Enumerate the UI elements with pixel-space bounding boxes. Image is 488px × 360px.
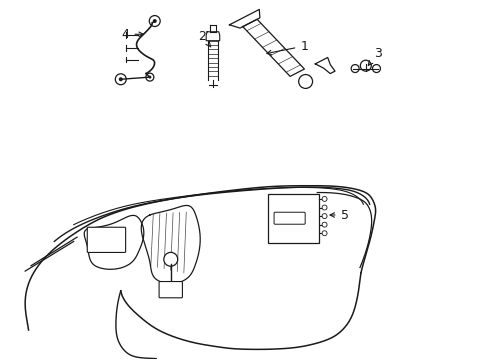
Circle shape [163,252,177,266]
Circle shape [322,222,326,227]
Circle shape [119,77,122,81]
Circle shape [322,213,326,219]
FancyBboxPatch shape [273,212,305,224]
Polygon shape [243,19,304,76]
Text: 2: 2 [198,30,210,47]
Text: 5: 5 [329,208,348,221]
Circle shape [322,197,326,201]
Circle shape [152,19,156,23]
Circle shape [322,205,326,210]
Text: 3: 3 [367,47,381,66]
Circle shape [148,76,151,78]
Polygon shape [315,58,334,73]
FancyBboxPatch shape [87,227,125,252]
Circle shape [298,75,312,89]
Text: 1: 1 [266,40,307,55]
Text: 4: 4 [122,28,143,41]
Circle shape [322,231,326,236]
FancyBboxPatch shape [159,282,182,298]
Polygon shape [229,9,259,28]
FancyBboxPatch shape [267,194,318,243]
